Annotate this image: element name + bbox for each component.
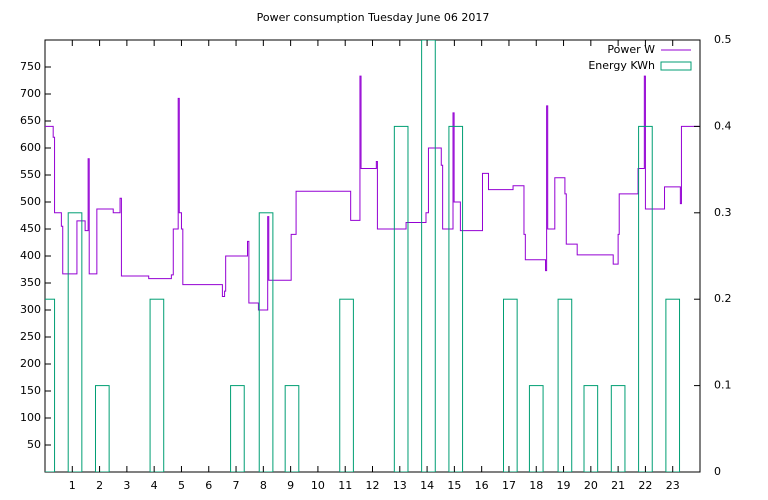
legend-label: Power W <box>607 43 655 56</box>
energy-box <box>421 40 436 472</box>
x-tick-label: 11 <box>338 479 352 492</box>
y-tick-label: 700 <box>20 87 41 100</box>
energy-box <box>67 212 83 472</box>
x-tick-label: 15 <box>447 479 461 492</box>
x-tick-label: 2 <box>96 479 103 492</box>
energy-box <box>665 298 681 472</box>
x-tick-label: 7 <box>233 479 240 492</box>
x-tick-label: 22 <box>638 479 652 492</box>
y2-tick-label: 0.3 <box>714 206 732 219</box>
y-tick-label: 650 <box>20 114 41 127</box>
legend-label: Energy KWh <box>588 59 655 72</box>
x-tick-label: 16 <box>475 479 489 492</box>
x-tick-label: 14 <box>420 479 434 492</box>
x-tick-label: 1 <box>69 479 76 492</box>
energy-box <box>94 385 110 472</box>
legend-swatch <box>660 61 692 71</box>
plot-area <box>45 40 700 472</box>
energy-box <box>284 385 300 472</box>
chart-title: Power consumption Tuesday June 06 2017 <box>257 11 490 24</box>
y2-tick-label: 0.1 <box>714 379 732 392</box>
y2-tick-label: 0.4 <box>714 119 732 132</box>
energy-box <box>339 298 354 472</box>
energy-box <box>230 385 245 472</box>
energy-box <box>393 125 409 472</box>
x-tick-label: 6 <box>205 479 212 492</box>
y-tick-label: 750 <box>20 60 41 73</box>
energy-box <box>45 298 56 472</box>
y-tick-label: 250 <box>20 330 41 343</box>
y-tick-label: 200 <box>20 357 41 370</box>
y-tick-label: 350 <box>20 276 41 289</box>
energy-box <box>528 385 544 472</box>
energy-box <box>258 212 274 472</box>
x-tick-label: 21 <box>611 479 625 492</box>
energy-box <box>149 298 165 472</box>
power-line <box>45 75 700 311</box>
y-tick-label: 500 <box>20 195 41 208</box>
energy-box <box>583 385 599 472</box>
y-tick-label: 450 <box>20 222 41 235</box>
x-tick-label: 8 <box>260 479 267 492</box>
x-tick-label: 10 <box>311 479 325 492</box>
y-tick-label: 300 <box>20 303 41 316</box>
x-tick-label: 17 <box>502 479 516 492</box>
energy-box <box>610 385 626 472</box>
x-tick-label: 23 <box>666 479 680 492</box>
energy-box <box>503 298 518 472</box>
plot-frame <box>44 39 701 473</box>
energy-box <box>557 298 573 472</box>
y-tick-label: 550 <box>20 168 41 181</box>
y-tick-label: 400 <box>20 249 41 262</box>
x-tick-label: 4 <box>151 479 158 492</box>
x-tick-label: 9 <box>287 479 294 492</box>
y-tick-label: 50 <box>27 438 41 451</box>
y-tick-label: 100 <box>20 411 41 424</box>
y2-tick-label: 0.5 <box>714 33 732 46</box>
y-tick-label: 600 <box>20 141 41 154</box>
x-tick-label: 20 <box>584 479 598 492</box>
x-tick-label: 18 <box>529 479 543 492</box>
x-tick-label: 19 <box>557 479 571 492</box>
x-tick-label: 13 <box>393 479 407 492</box>
x-tick-label: 3 <box>123 479 130 492</box>
x-tick-label: 5 <box>178 479 185 492</box>
y2-tick-label: 0 <box>714 465 721 478</box>
y-tick-label: 150 <box>20 384 41 397</box>
x-tick-label: 12 <box>366 479 380 492</box>
y2-tick-label: 0.2 <box>714 292 732 305</box>
energy-box <box>638 125 653 472</box>
energy-box <box>448 125 464 472</box>
